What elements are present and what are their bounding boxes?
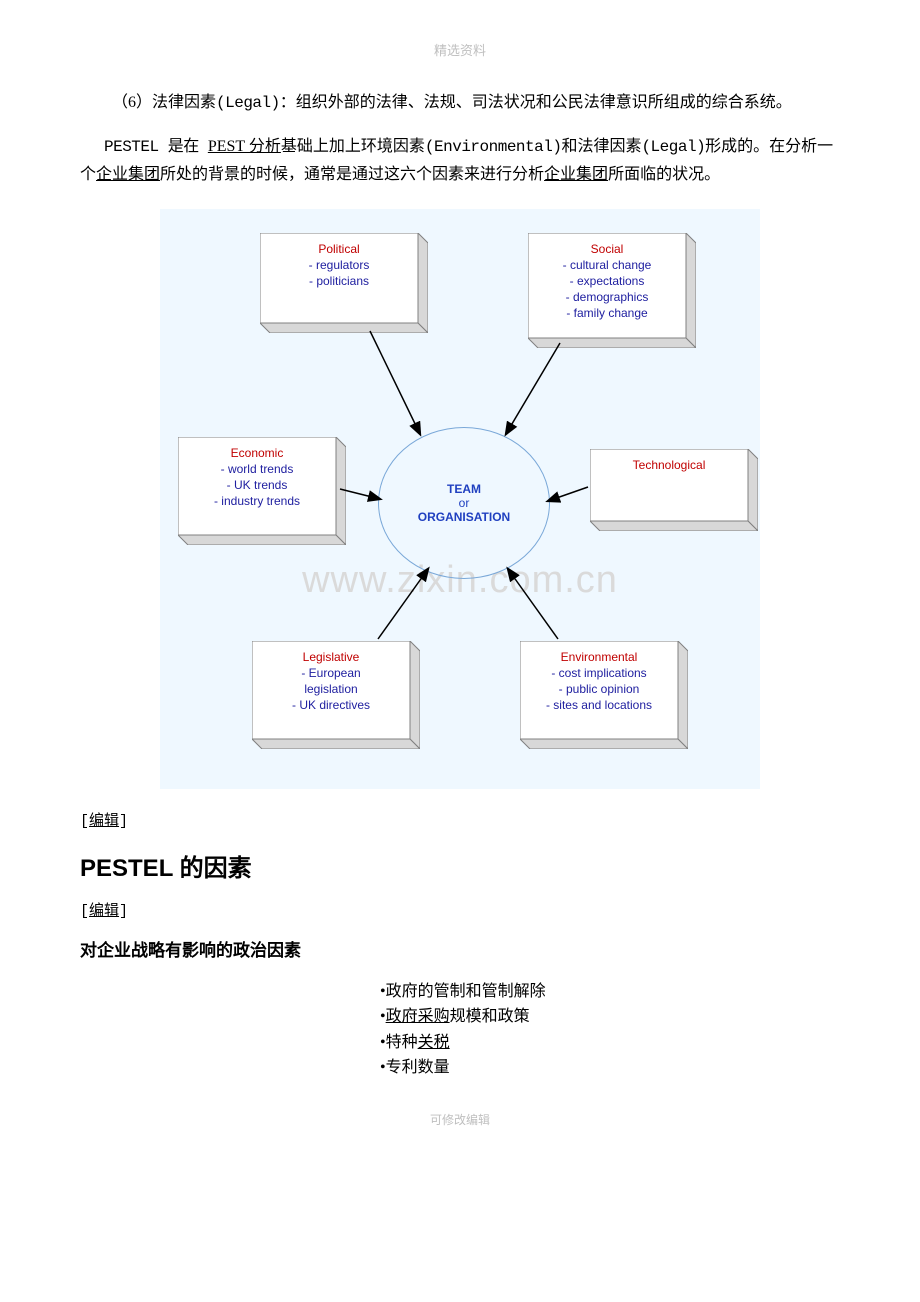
edit-text: 编辑	[89, 813, 119, 830]
box-item: - public opinion	[520, 681, 678, 697]
box-item: - cultural change	[528, 257, 686, 273]
box-title: Political	[260, 241, 418, 257]
p2-t5: 所处的背景的时候，通常是通过这六个因素来进行分析	[160, 166, 544, 183]
list-item: •专利数量	[380, 1055, 840, 1081]
paragraph-legal: （6）法律因素(Legal)：组织外部的法律、法规、司法状况和公民法律意识所组成…	[80, 89, 840, 117]
box-item: - family change	[528, 305, 686, 321]
box-item: - expectations	[528, 273, 686, 289]
bullet-list: •政府的管制和管制解除•政府采购规模和政策•特种关税•专利数量	[380, 979, 840, 1081]
inline-link[interactable]: 关税	[418, 1034, 450, 1051]
bracket-r: ]	[119, 813, 128, 830]
inline-link[interactable]: 政府采购	[386, 1008, 450, 1025]
bracket-r2: ]	[119, 903, 128, 920]
box-item: - sites and locations	[520, 697, 678, 713]
box-item: - demographics	[528, 289, 686, 305]
p2-u2[interactable]: 企业集团	[96, 166, 160, 183]
box-item: - cost implications	[520, 665, 678, 681]
box-title: Economic	[178, 445, 336, 461]
box-item: - politicians	[260, 273, 418, 289]
box-item: legislation	[252, 681, 410, 697]
box-item: - UK directives	[252, 697, 410, 713]
sub-heading: 对企业战略有影响的政治因素	[80, 936, 840, 961]
p2-m1: (Environmental)	[425, 138, 562, 156]
edit-text2: 编辑	[89, 903, 119, 920]
box-title: Legislative	[252, 649, 410, 665]
para1-mono: (Legal)	[216, 94, 280, 112]
box-item: - UK trends	[178, 477, 336, 493]
p2-m2: (Legal)	[641, 138, 705, 156]
list-item: •特种关税	[380, 1030, 840, 1056]
box-item: - European	[252, 665, 410, 681]
edit-link-2[interactable]: [编辑]	[80, 899, 840, 920]
para1-rest: ：组织外部的法律、法规、司法状况和公民法律意识所组成的综合系统。	[280, 94, 792, 111]
p2-t3: 和法律因素	[561, 138, 641, 155]
section-title: PESTEL 的因素	[80, 848, 840, 883]
page-footer: 可修改编辑	[80, 1111, 840, 1128]
box-item: - world trends	[178, 461, 336, 477]
paragraph-pestel: PESTEL 是在 PEST 分析基础上加上环境因素(Environmental…	[80, 133, 840, 188]
p2-u1[interactable]: PEST 分析	[208, 138, 281, 155]
box-title: Technological	[590, 457, 748, 473]
page-header: 精选资料	[80, 40, 840, 59]
list-item: •政府的管制和管制解除	[380, 979, 840, 1005]
bracket-l: [	[80, 813, 89, 830]
p2-t6: 所面临的状况。	[608, 166, 720, 183]
list-item: •政府采购规模和政策	[380, 1004, 840, 1030]
edit-link-1[interactable]: [编辑]	[80, 809, 840, 830]
p2-t1: PESTEL 是在	[104, 138, 208, 156]
box-title: Environmental	[520, 649, 678, 665]
box-item: - industry trends	[178, 493, 336, 509]
bracket-l2: [	[80, 903, 89, 920]
box-title: Social	[528, 241, 686, 257]
p2-u3[interactable]: 企业集团	[544, 166, 608, 183]
p2-t2: 基础上加上环境因素	[281, 138, 425, 155]
box-item: - regulators	[260, 257, 418, 273]
pestel-diagram: www.zixin.com.cn TEAM or ORGANISATION Po…	[160, 209, 760, 789]
para1-prefix: （6）法律因素	[112, 94, 216, 111]
